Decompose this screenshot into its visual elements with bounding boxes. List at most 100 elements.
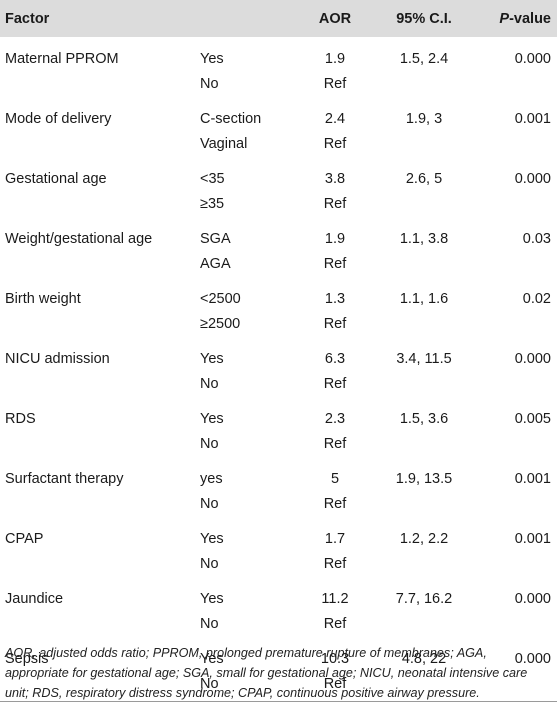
table-row: No Ref [0,371,557,397]
cell-factor: Weight/gestational age [5,231,153,247]
cell-p-value [476,611,557,637]
cell-aor: 1.3 [324,291,346,307]
cell-factor: Maternal PPROM [5,51,119,67]
table-row: No Ref [0,611,557,637]
cell-aor: 1.9 [324,231,346,247]
cell-ci: 1.5, 3.6 [399,411,449,427]
cell-p-value: 0.000 [514,591,551,607]
table-row: CPAP Yes 1.7 1.2, 2.2 0.001 [0,517,557,551]
cell-aor: 1.7 [324,531,346,547]
cell-ci [372,431,476,457]
cell-ci [372,71,476,97]
cell-aor: 6.3 [324,351,346,367]
cell-p-value: 0.000 [514,351,551,367]
table-row: Gestational age <35 3.8 2.6, 5 0.000 [0,157,557,191]
table-row: No Ref [0,431,557,457]
cell-level: Yes [200,411,224,427]
header-p-rest: -value [509,10,551,27]
cell-aor: Ref [323,496,347,512]
cell-p-value: 0.001 [514,471,551,487]
cell-ci: 1.2, 2.2 [399,531,449,547]
cell-p-value: 0.000 [514,51,551,67]
table-row: No Ref [0,491,557,517]
cell-factor: Surfactant therapy [5,471,124,487]
cell-level: ≥2500 [200,316,241,332]
table-row: Mode of delivery C-section 2.4 1.9, 3 0.001 [0,97,557,131]
cell-ci: 2.6, 5 [405,171,443,187]
cell-ci: 1.5, 2.4 [399,51,449,67]
cell-ci: 1.9, 13.5 [395,471,453,487]
cell-p-value: 0.001 [514,531,551,547]
cell-aor: 1.9 [324,51,346,67]
table-row: Birth weight <2500 1.3 1.1, 1.6 0.02 [0,277,557,311]
cell-level: Vaginal [200,136,248,152]
cell-p-value: 0.03 [522,231,551,247]
cell-factor [0,251,200,277]
cell-factor: Mode of delivery [5,111,112,127]
cell-level: ≥35 [200,196,225,212]
cell-p-value: 0.000 [514,171,551,187]
cell-p-value [476,551,557,577]
table-row: AGA Ref [0,251,557,277]
cell-ci [372,551,476,577]
cell-factor: Sepsis [5,651,49,667]
cell-factor [0,71,200,97]
cell-factor [0,311,200,337]
cell-level: C-section [200,111,262,127]
cell-aor: Ref [323,136,347,152]
header-ci: 95% C.I. [396,10,452,27]
table-row: Jaundice Yes 11.2 7.7, 16.2 0.000 [0,577,557,611]
cell-factor: CPAP [5,531,44,547]
cell-level: yes [200,471,223,487]
cell-level: <35 [200,171,225,187]
cell-level: No [200,376,219,392]
table-row: ≥2500 Ref [0,311,557,337]
cell-p-value [476,491,557,517]
cell-level: No [200,436,219,452]
cell-p-value [476,431,557,457]
table-row: Maternal PPROM Yes 1.9 1.5, 2.4 0.000 [0,37,557,71]
header-aor: AOR [318,10,352,27]
cell-factor [0,431,200,457]
cell-level: No [200,616,219,632]
table-row: No Ref [0,551,557,577]
cell-ci: 1.1, 1.6 [399,291,449,307]
cell-p-value [476,71,557,97]
table-row: Surfactant therapy yes 5 1.9, 13.5 0.001 [0,457,557,491]
cell-aor: 5 [330,471,340,487]
cell-ci [372,191,476,217]
cell-factor [0,371,200,397]
cell-level: No [200,676,219,692]
table-row: RDS Yes 2.3 1.5, 3.6 0.005 [0,397,557,431]
cell-ci [372,131,476,157]
cell-level: Yes [200,531,224,547]
table-row: Vaginal Ref [0,131,557,157]
cell-p-value [476,131,557,157]
table-header: Factor AOR 95% C.I. P-value [0,0,557,37]
cell-level: Yes [200,651,224,667]
table-footnote: AOR, adjusted odds ratio; PPROM, prolong… [5,646,528,700]
cell-ci [372,491,476,517]
table-row: Sepsis Yes 10.3 4.8, 22 0.000 [0,637,557,671]
cell-p-value [476,191,557,217]
cell-level: Yes [200,591,224,607]
header-row: Factor AOR 95% C.I. P-value [0,0,557,37]
cell-ci: 4.8, 22 [401,651,447,667]
cell-level: <2500 [200,291,241,307]
cell-p-value: 0.001 [514,111,551,127]
cell-ci: 1.9, 3 [405,111,443,127]
header-factor: Factor [5,10,50,27]
cell-level: Yes [200,351,224,367]
cell-factor: Jaundice [5,591,64,607]
cell-factor: Gestational age [5,171,107,187]
cell-level: No [200,556,219,572]
cell-p-value: 0.02 [522,291,551,307]
cell-aor: Ref [323,376,347,392]
cell-factor: RDS [5,411,36,427]
cell-factor [0,491,200,517]
cell-aor: Ref [323,616,347,632]
cell-factor: NICU admission [5,351,110,367]
table-row: No Ref [0,71,557,97]
